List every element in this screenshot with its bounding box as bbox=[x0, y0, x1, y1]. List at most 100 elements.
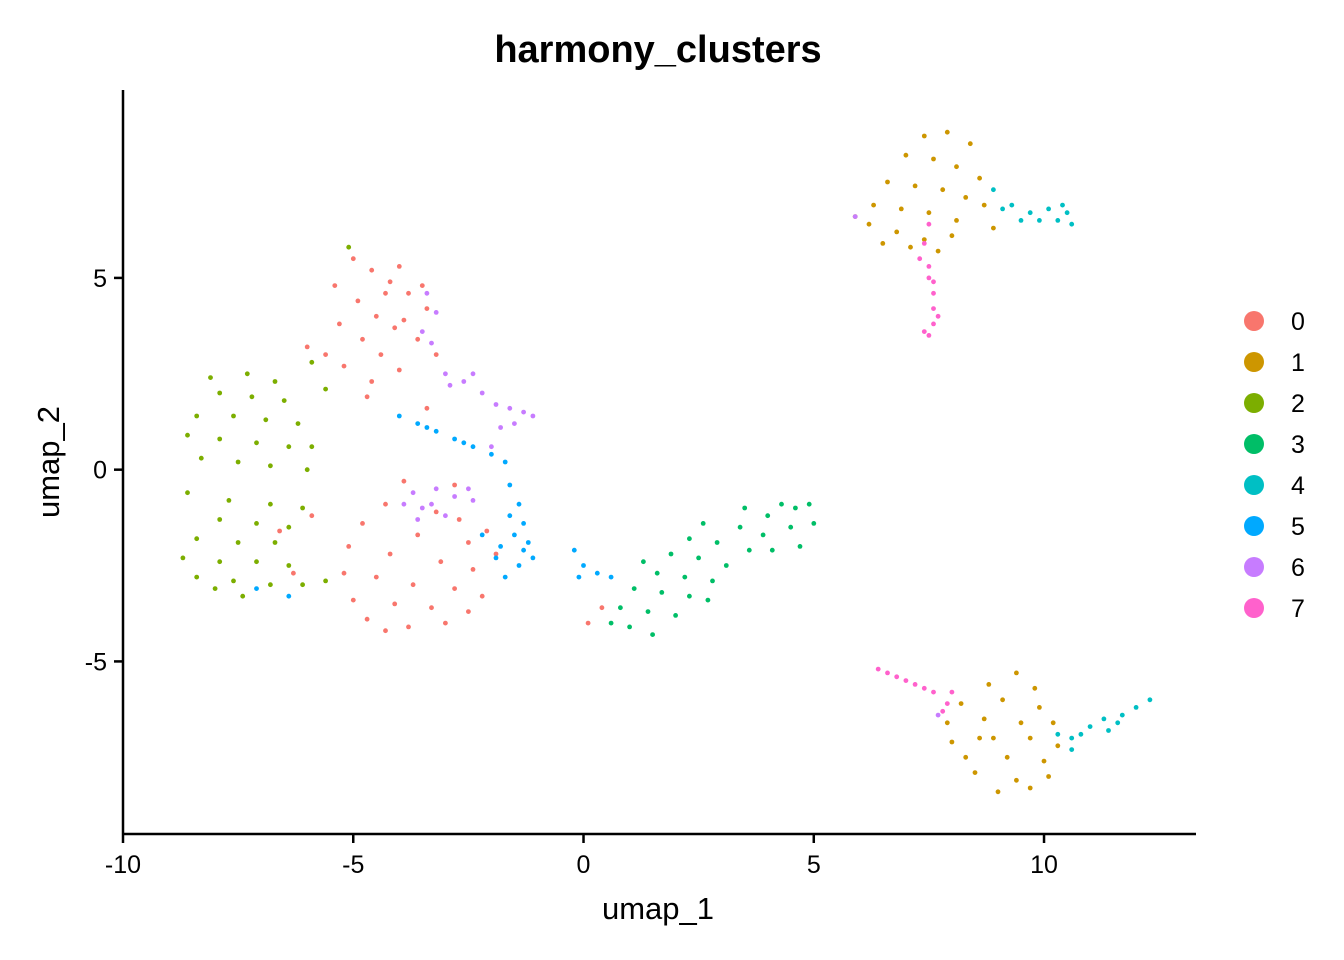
point-cluster-2-14 bbox=[235, 459, 241, 465]
point-cluster-1-30 bbox=[1037, 705, 1042, 710]
point-cluster-4-20 bbox=[1115, 720, 1121, 726]
point-cluster-2-38 bbox=[323, 386, 328, 392]
point-cluster-2-30 bbox=[286, 563, 292, 568]
point-cluster-7-14 bbox=[903, 678, 909, 683]
point-cluster-2-42 bbox=[208, 375, 213, 380]
point-cluster-3-2 bbox=[618, 605, 623, 611]
point-cluster-3-23 bbox=[811, 521, 817, 526]
point-cluster-5-24 bbox=[594, 570, 600, 576]
point-cluster-4-21 bbox=[1055, 731, 1061, 737]
point-cluster-2-23 bbox=[286, 524, 292, 530]
point-cluster-2-40 bbox=[323, 578, 328, 584]
point-cluster-4-11 bbox=[1069, 735, 1075, 741]
point-cluster-3-18 bbox=[746, 547, 752, 553]
point-cluster-3-27 bbox=[779, 501, 784, 507]
point-cluster-4-5 bbox=[1055, 218, 1061, 223]
point-cluster-5-4 bbox=[470, 444, 476, 450]
x-axis-ticks: -10 -5 0 5 10 bbox=[105, 834, 1058, 879]
point-cluster-7-21 bbox=[885, 670, 890, 676]
points-layer bbox=[180, 129, 1153, 795]
point-cluster-1-11 bbox=[871, 202, 876, 208]
point-cluster-2-0 bbox=[244, 371, 250, 377]
point-cluster-4-16 bbox=[1147, 697, 1153, 703]
point-cluster-6-24 bbox=[419, 505, 425, 511]
point-cluster-5-18 bbox=[507, 513, 513, 519]
point-cluster-1-14 bbox=[954, 218, 959, 223]
point-cluster-6-27 bbox=[935, 712, 941, 718]
point-cluster-3-22 bbox=[788, 524, 794, 530]
point-cluster-0-28 bbox=[360, 521, 365, 526]
point-cluster-2-37 bbox=[309, 359, 315, 365]
point-cluster-0-55 bbox=[493, 551, 499, 557]
point-cluster-1-16 bbox=[866, 221, 872, 227]
point-cluster-1-29 bbox=[1000, 697, 1005, 703]
point-cluster-0-13 bbox=[396, 367, 402, 373]
point-cluster-3-20 bbox=[793, 505, 798, 511]
point-cluster-0-30 bbox=[466, 540, 471, 545]
point-cluster-2-5 bbox=[194, 413, 200, 419]
point-cluster-6-13 bbox=[512, 421, 517, 426]
legend-label-5: 5 bbox=[1291, 513, 1305, 541]
point-cluster-3-13 bbox=[723, 563, 729, 568]
point-cluster-0-3 bbox=[406, 290, 411, 296]
point-cluster-5-7 bbox=[507, 482, 513, 488]
point-cluster-0-33 bbox=[438, 559, 444, 565]
point-cluster-4-18 bbox=[1078, 731, 1084, 737]
point-cluster-2-34 bbox=[212, 586, 218, 591]
point-cluster-6-19 bbox=[415, 517, 421, 522]
point-cluster-3-4 bbox=[673, 613, 678, 618]
point-cluster-2-19 bbox=[268, 501, 273, 507]
legend-label-2: 2 bbox=[1291, 390, 1305, 418]
point-cluster-4-8 bbox=[1069, 221, 1075, 227]
point-cluster-0-1 bbox=[369, 267, 375, 273]
point-cluster-0-46 bbox=[443, 620, 448, 626]
point-cluster-0-17 bbox=[401, 317, 407, 323]
point-cluster-0-50 bbox=[484, 528, 490, 534]
point-cluster-1-42 bbox=[972, 770, 978, 775]
legend-key-0 bbox=[1244, 311, 1264, 331]
point-cluster-5-10 bbox=[525, 540, 531, 545]
point-cluster-2-6 bbox=[231, 413, 236, 419]
point-cluster-0-45 bbox=[406, 624, 411, 630]
point-cluster-1-2 bbox=[967, 141, 973, 147]
point-cluster-6-14 bbox=[470, 371, 476, 377]
point-cluster-1-46 bbox=[1027, 785, 1033, 791]
point-cluster-2-20 bbox=[300, 505, 305, 511]
point-cluster-3-14 bbox=[687, 536, 692, 542]
point-cluster-1-9 bbox=[940, 187, 946, 193]
point-cluster-1-12 bbox=[898, 206, 904, 212]
point-cluster-2-18 bbox=[226, 498, 232, 503]
point-cluster-0-9 bbox=[433, 352, 439, 357]
point-cluster-2-9 bbox=[185, 432, 190, 438]
point-cluster-5-21 bbox=[571, 547, 577, 553]
point-cluster-5-12 bbox=[516, 563, 522, 568]
point-cluster-0-48 bbox=[309, 513, 315, 519]
point-cluster-0-29 bbox=[415, 532, 421, 538]
point-cluster-1-5 bbox=[954, 164, 959, 170]
point-cluster-7-1 bbox=[921, 241, 927, 246]
legend-label-3: 3 bbox=[1291, 431, 1305, 459]
point-cluster-5-19 bbox=[424, 425, 430, 430]
point-cluster-0-39 bbox=[479, 593, 485, 599]
point-cluster-7-18 bbox=[949, 689, 955, 695]
legend-key-3 bbox=[1244, 434, 1264, 454]
point-cluster-6-15 bbox=[447, 382, 453, 388]
point-cluster-0-31 bbox=[346, 544, 352, 549]
point-cluster-5-8 bbox=[516, 501, 522, 507]
point-cluster-4-14 bbox=[1119, 712, 1125, 718]
point-cluster-2-25 bbox=[235, 540, 241, 545]
point-cluster-0-56 bbox=[277, 528, 282, 534]
point-cluster-6-9 bbox=[521, 409, 526, 415]
point-cluster-1-0 bbox=[921, 133, 927, 139]
point-cluster-1-36 bbox=[991, 735, 996, 741]
point-cluster-6-25 bbox=[470, 498, 476, 503]
point-cluster-5-14 bbox=[493, 555, 499, 561]
point-cluster-2-36 bbox=[300, 582, 305, 588]
point-cluster-4-9 bbox=[1000, 206, 1005, 212]
point-cluster-2-28 bbox=[217, 559, 223, 565]
point-cluster-3-3 bbox=[645, 609, 651, 614]
point-cluster-2-1 bbox=[272, 379, 278, 384]
point-cluster-1-38 bbox=[1055, 743, 1061, 749]
point-cluster-1-24 bbox=[991, 225, 996, 231]
point-cluster-7-17 bbox=[931, 689, 936, 695]
